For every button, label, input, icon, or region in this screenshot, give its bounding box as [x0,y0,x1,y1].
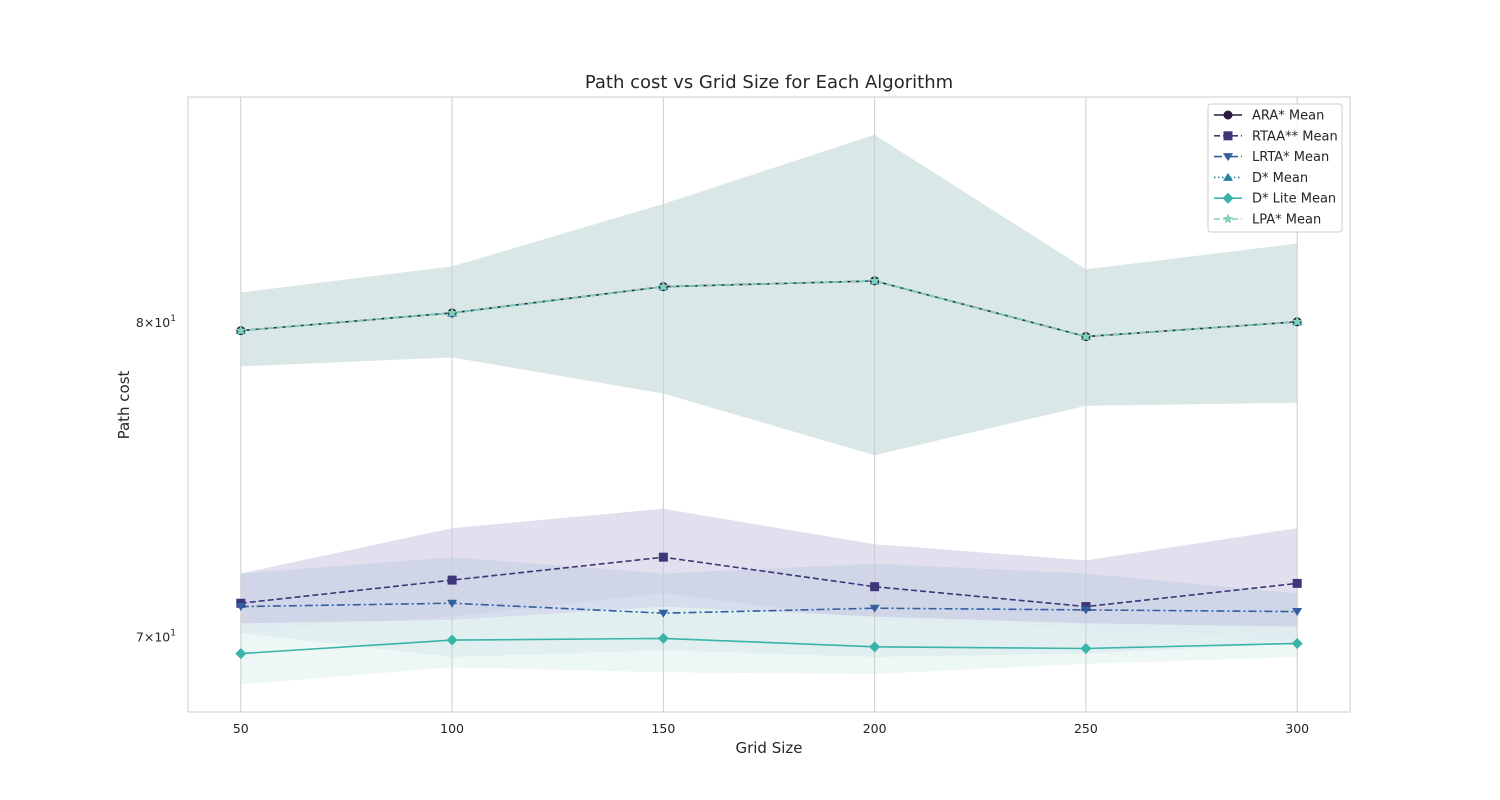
legend-label-4: D* Lite Mean [1252,192,1336,207]
band-series-4 [240,606,1298,685]
legend-label-1: RTAA** Mean [1252,129,1338,144]
point-series-5-1 [446,307,458,318]
point-series-5-3 [869,275,880,286]
legend-marker-1 [1223,131,1233,141]
series-markers [235,275,1303,660]
series-line-4 [240,637,1298,655]
x-axis-ticks: 50 100 150 200 250 300 [233,721,1309,736]
point-series-1-5 [1292,578,1302,588]
point-series-1-3 [870,582,880,592]
point-series-2-5 [1292,608,1303,617]
legend-marker-4 [1222,192,1234,204]
point-series-5-5 [1291,316,1303,327]
series-line-5 [240,280,1298,338]
legend-label-5: LPA* Mean [1252,213,1321,228]
point-series-1-2 [658,552,668,562]
legend-label-2: LRTA* Mean [1252,150,1329,165]
point-series-2-4 [1080,606,1091,615]
x-tick-label-2: 150 [651,721,675,736]
confidence-bands [240,134,1298,685]
series-line-2 [240,602,1298,615]
legend-marker-0 [1223,110,1233,120]
series-line-1 [240,556,1298,608]
point-series-4-0 [235,648,247,660]
point-series-4-1 [446,634,458,646]
y-tick-label-0: 7×101 [136,629,176,645]
series-lines [240,280,1298,655]
x-tick-label-4: 250 [1074,721,1098,736]
y-axis-label: Path cost [115,370,133,439]
legend-marker-3 [1223,172,1233,181]
point-series-5-4 [1080,331,1092,342]
point-series-4-2 [657,632,669,644]
legend-marker-5 [1222,213,1234,224]
point-series-2-2 [658,609,669,618]
x-tick-label-0: 50 [233,721,249,736]
point-series-4-5 [1291,637,1303,649]
point-series-4-3 [869,641,881,653]
point-series-5-2 [658,281,669,292]
x-tick-label-5: 300 [1285,721,1309,736]
point-series-2-0 [235,603,246,612]
legend-marker-2 [1223,153,1233,162]
y-axis-ticks: 7×101 8×101 [136,314,176,645]
legend-label-0: ARA* Mean [1252,109,1324,124]
band-series-3 [240,134,1298,456]
point-series-4-4 [1080,643,1092,655]
point-series-1-1 [447,575,457,585]
y-tick-label-1: 8×101 [136,314,176,330]
legend: ARA* Mean RTAA** Mean LRTA* Mean D* Mean D* … [1207,103,1343,233]
point-series-2-3 [869,604,880,613]
plot-frame [187,96,1351,713]
x-tick-label-3: 200 [863,721,887,736]
legend-label-3: D* Mean [1252,171,1308,186]
x-tick-label-1: 100 [440,721,464,736]
point-series-5-0 [235,325,247,336]
x-axis-label: Grid Size [735,739,802,757]
point-series-2-1 [447,599,458,608]
chart-title: Path cost vs Grid Size for Each Algorith… [585,72,953,93]
